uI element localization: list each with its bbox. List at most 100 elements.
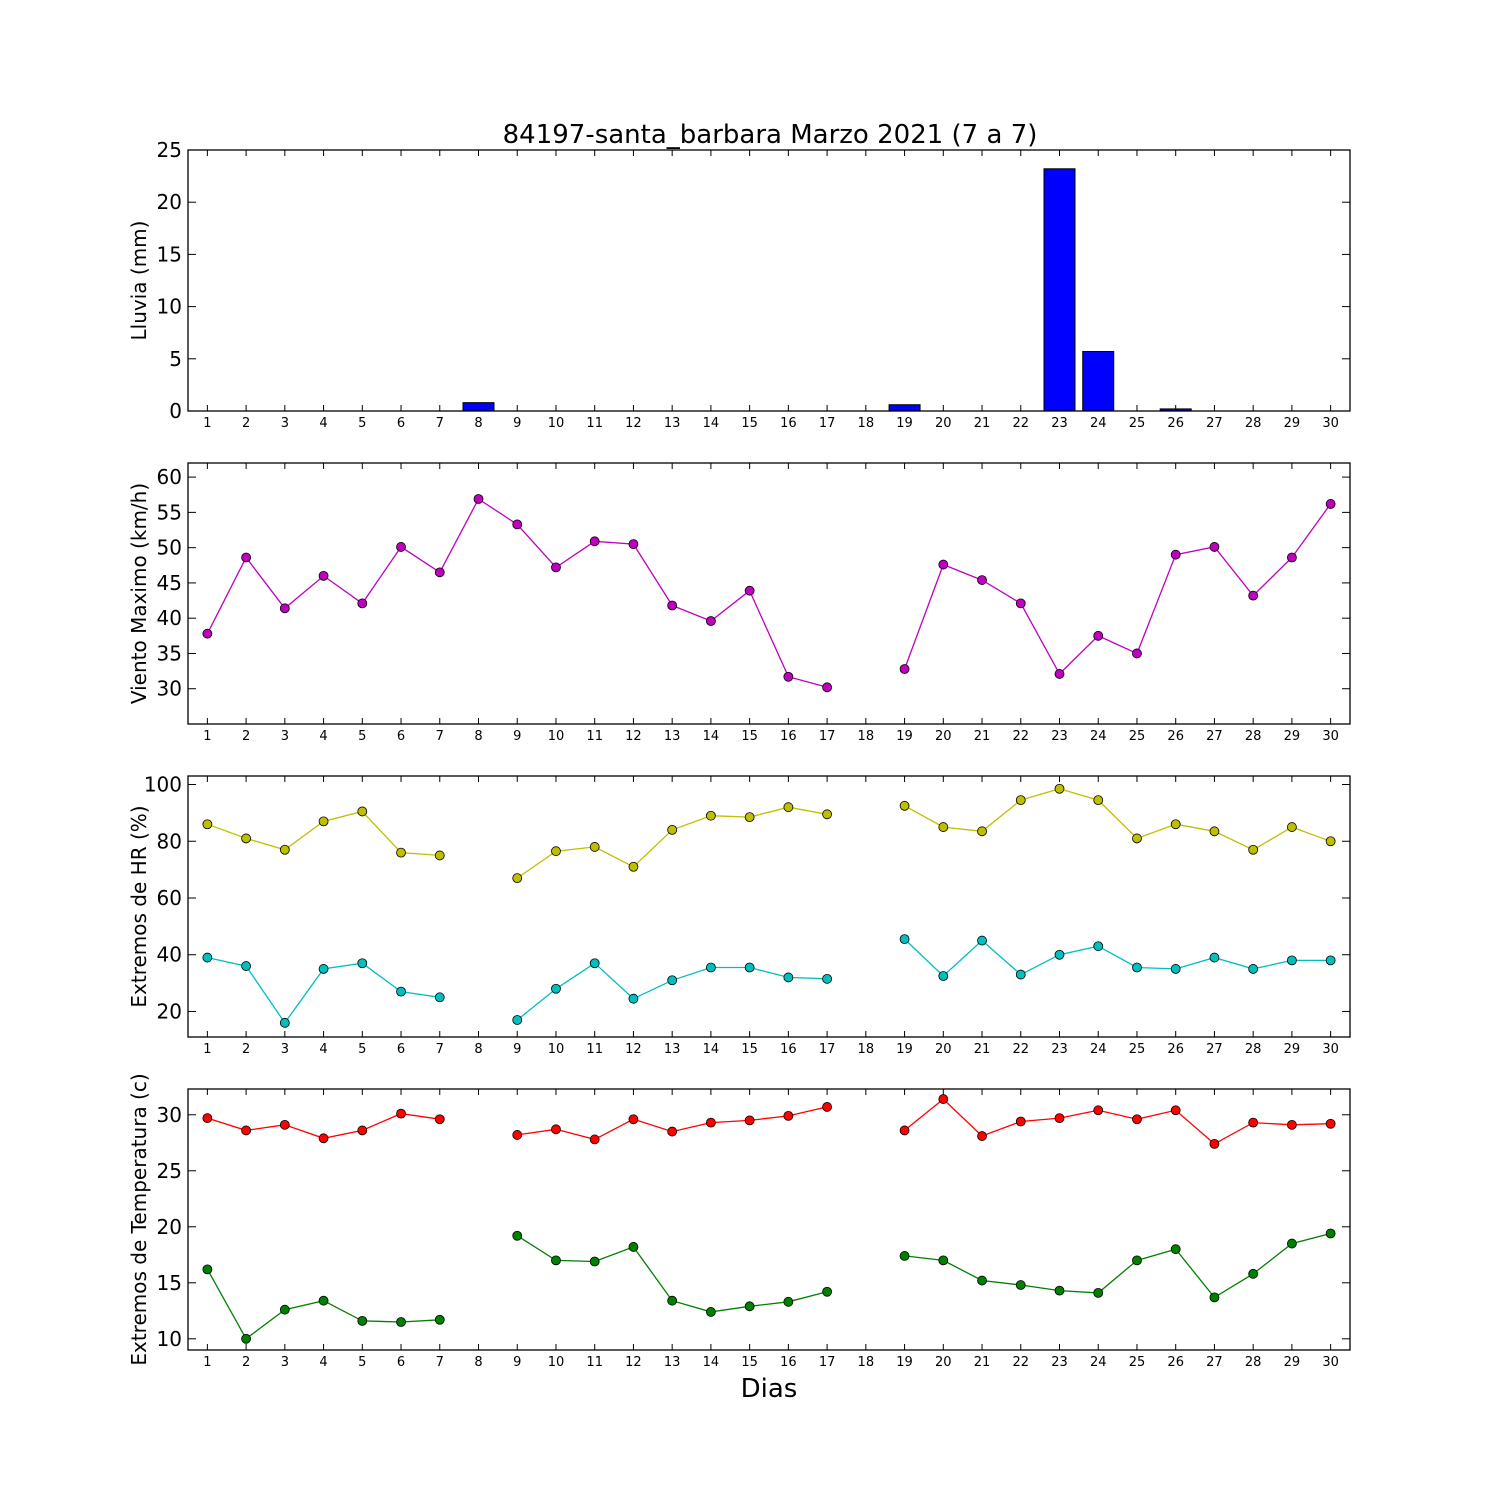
data-point xyxy=(512,1130,523,1140)
x-tick-label: 10 xyxy=(548,1042,565,1057)
data-point xyxy=(357,1315,368,1326)
data-point xyxy=(1170,964,1181,974)
data-point xyxy=(1054,1113,1065,1124)
data-point xyxy=(783,972,794,983)
x-tick-label: 19 xyxy=(896,1355,913,1370)
data-point xyxy=(1132,962,1142,973)
x-tick-label: 27 xyxy=(1206,1042,1223,1057)
x-tick-label: 24 xyxy=(1090,1355,1107,1370)
x-tick-label: 5 xyxy=(358,729,366,744)
x-tick-label: 2 xyxy=(242,416,250,431)
y-axis-label: Lluvia (mm) xyxy=(127,221,151,341)
x-tick-label: 7 xyxy=(436,729,444,744)
x-tick-label: 11 xyxy=(586,1042,603,1057)
data-point xyxy=(318,964,329,974)
x-tick-label: 1 xyxy=(203,729,211,744)
x-tick-label: 25 xyxy=(1129,416,1146,431)
data-point xyxy=(318,1295,329,1306)
data-point xyxy=(551,1124,561,1135)
x-tick-label: 8 xyxy=(474,416,482,431)
x-tick-label: 2 xyxy=(242,1355,250,1370)
x-tick-label: 19 xyxy=(896,416,913,431)
y-axis-label: Extremos de HR (%) xyxy=(127,805,151,1007)
data-point xyxy=(512,1015,523,1025)
data-point xyxy=(822,809,832,820)
data-point xyxy=(706,810,716,821)
x-tick-label: 12 xyxy=(625,1355,642,1370)
x-tick-label: 5 xyxy=(358,1355,366,1370)
data-point xyxy=(1093,795,1104,806)
data-point xyxy=(589,1134,600,1145)
series-line-2 xyxy=(206,1232,1331,1340)
x-tick-label: 13 xyxy=(664,1355,681,1370)
x-tick-label: 1 xyxy=(203,416,211,431)
data-point xyxy=(899,800,910,811)
x-tick-label: 29 xyxy=(1284,729,1301,744)
data-point xyxy=(396,1317,406,1327)
x-tick-label: 23 xyxy=(1051,1042,1068,1057)
x-tick-label: 30 xyxy=(1322,729,1339,744)
x-tick-label: 30 xyxy=(1322,1355,1339,1370)
x-tick-label: 2 xyxy=(242,1042,250,1057)
x-tick-label: 15 xyxy=(741,416,758,431)
data-point xyxy=(1248,1268,1259,1279)
x-tick-label: 18 xyxy=(858,1355,875,1370)
x-tick-label: 2 xyxy=(242,729,250,744)
data-point xyxy=(1093,1287,1104,1298)
data-point xyxy=(667,825,678,835)
data-point xyxy=(279,1017,290,1028)
y-tick-label: 55 xyxy=(157,500,182,524)
data-point xyxy=(667,975,678,986)
x-tick-label: 12 xyxy=(625,729,642,744)
y-tick-label: 5 xyxy=(169,347,182,371)
data-point xyxy=(241,1333,252,1344)
x-tick-label: 14 xyxy=(703,1355,720,1370)
x-tick-label: 28 xyxy=(1245,1042,1262,1057)
data-point xyxy=(1248,964,1259,974)
data-point xyxy=(1170,819,1181,830)
y-tick-label: 25 xyxy=(157,1159,182,1183)
data-point xyxy=(938,559,949,570)
plot-frame xyxy=(187,775,1351,1038)
x-tick-label: 27 xyxy=(1206,416,1223,431)
data-point xyxy=(1015,598,1026,609)
data-point xyxy=(667,1295,678,1306)
y-tick-label: 30 xyxy=(157,1103,182,1127)
x-tick-label: 24 xyxy=(1090,729,1107,744)
x-tick-label: 3 xyxy=(281,729,289,744)
data-point xyxy=(318,1133,329,1144)
data-point xyxy=(1248,1117,1259,1128)
data-point xyxy=(202,1264,213,1275)
x-tick-label: 22 xyxy=(1012,1355,1029,1370)
x-tick-label: 17 xyxy=(819,1042,836,1057)
x-tick-label: 15 xyxy=(741,729,758,744)
y-tick-label: 0 xyxy=(169,399,182,423)
data-point xyxy=(744,1115,755,1126)
x-tick-label: 6 xyxy=(397,1042,405,1057)
data-point xyxy=(938,1255,949,1266)
data-point xyxy=(551,1255,561,1266)
data-point xyxy=(551,562,561,573)
x-tick-label: 14 xyxy=(703,729,720,744)
data-point xyxy=(241,552,252,563)
data-point xyxy=(1248,590,1259,601)
x-tick-label: 28 xyxy=(1245,1355,1262,1370)
data-point xyxy=(279,603,290,614)
data-point xyxy=(396,986,406,997)
x-tick-label: 23 xyxy=(1051,729,1068,744)
data-point xyxy=(899,1125,910,1136)
data-point xyxy=(977,1275,987,1286)
x-tick-label: 10 xyxy=(548,1355,565,1370)
data-point xyxy=(589,958,600,969)
x-tick-label: 19 xyxy=(896,1042,913,1057)
x-tick-label: 12 xyxy=(625,1042,642,1057)
data-point xyxy=(279,1304,290,1315)
y-axis-label: Extremos de Temperatura (c) xyxy=(127,1073,151,1365)
x-tick-label: 26 xyxy=(1167,1355,1184,1370)
data-point xyxy=(202,628,213,639)
data-point xyxy=(1287,955,1297,966)
data-point xyxy=(202,1113,213,1124)
data-point xyxy=(279,844,290,855)
